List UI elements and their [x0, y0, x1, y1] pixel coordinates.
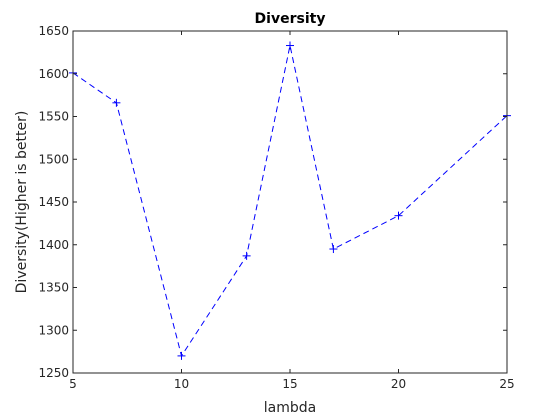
- data-point: [112, 98, 121, 107]
- x-tick-label: 20: [391, 377, 406, 391]
- series-marks: [69, 41, 511, 360]
- y-tick-label: 1300: [38, 323, 69, 337]
- y-tick-label: 1400: [38, 238, 69, 252]
- y-tick-label: 1650: [38, 24, 69, 38]
- y-tick-label: 1450: [38, 195, 69, 209]
- data-point: [329, 245, 338, 254]
- chart-title: Diversity: [255, 11, 326, 27]
- x-axis-ticks: 5 10 15 20 25: [69, 31, 515, 391]
- x-tick-label: 15: [282, 377, 297, 391]
- series-line: [72, 45, 508, 358]
- x-tick-label: 5: [69, 377, 77, 391]
- y-axis-ticks: 1250 1300 1350 1400 1450 1500 1550 1600 1650: [38, 24, 507, 380]
- x-tick-label: 25: [499, 377, 514, 391]
- data-point: [394, 211, 403, 220]
- y-tick-label: 1550: [38, 110, 69, 124]
- data-point: [242, 251, 251, 260]
- y-tick-label: 1350: [38, 281, 69, 295]
- plot-area: [73, 31, 507, 373]
- data-point: [286, 41, 294, 50]
- x-axis-label: lambda: [264, 400, 316, 416]
- y-tick-label: 1600: [38, 67, 69, 81]
- data-point: [177, 351, 186, 360]
- y-tick-label: 1250: [38, 366, 69, 380]
- y-tick-label: 1500: [38, 152, 69, 166]
- x-tick-label: 10: [174, 377, 189, 391]
- y-axis-label: Diversity(Higher is better): [14, 111, 30, 294]
